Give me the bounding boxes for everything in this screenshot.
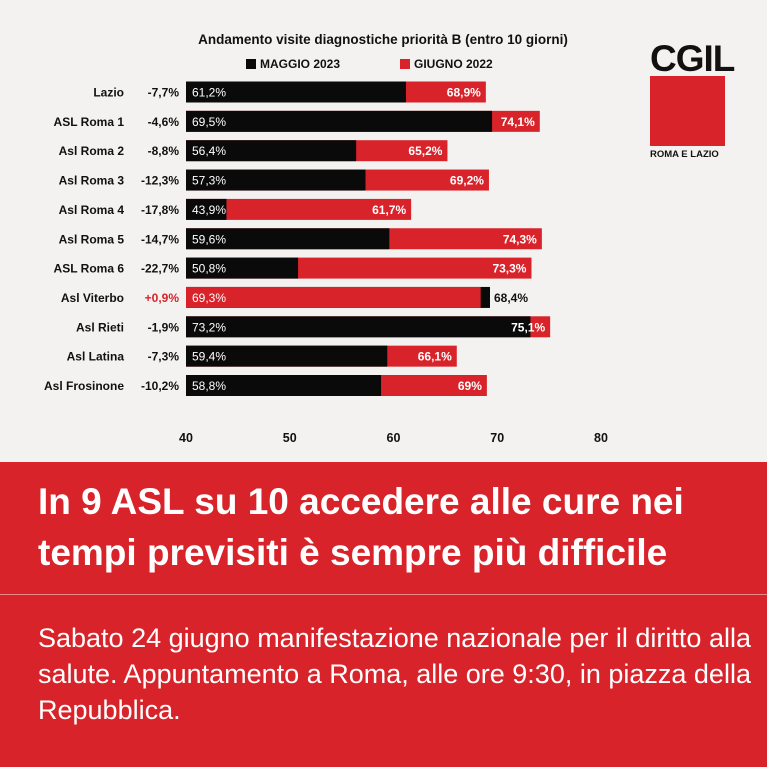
category-label: Asl Frosinone [44,379,124,393]
data-label-maggio-2023: 43,9% [192,203,226,217]
x-axis-ticks: 40 50 60 70 80 [179,431,608,445]
bar-maggio-2023 [186,257,299,279]
change-label: -22,7% [141,262,179,276]
data-label-giugno-2022: 68,4% [494,291,528,305]
data-label-maggio-2023: 59,4% [192,350,226,364]
bar-maggio-2023 [186,198,227,220]
chart: Andamento visite diagnostiche priorità B… [44,32,608,445]
x-tick-label: 70 [490,431,504,445]
bar-maggio-2023 [186,140,357,162]
cgil-logo: CGIL ROMA E LAZIO [650,38,735,160]
data-label-maggio-2023: 50,8% [192,262,226,276]
bar-maggio-2023 [186,110,493,132]
legend: MAGGIO 2023 GIUGNO 2022 [246,57,493,71]
bar-giugno-2022 [186,198,412,220]
logo-red-block [650,76,725,146]
legend-swatch-giugno [400,59,410,69]
x-tick-label: 40 [179,431,193,445]
legend-swatch-maggio [246,59,256,69]
change-label: -7,7% [148,86,180,100]
message-band [0,462,767,767]
change-label: +0,9% [145,291,180,305]
category-label: ASL Roma 1 [54,115,125,129]
change-label: -12,3% [141,174,179,188]
data-label-giugno-2022: 65,2% [408,144,442,158]
change-label: -10,2% [141,379,179,393]
bars-group: Lazio -7,7% 61,2% 68,9% ASL Roma 1 -4,6% 69,5%… [44,81,551,396]
divider [0,594,767,595]
category-label: Asl Rieti [76,320,124,334]
data-label-giugno-2022: 61,7% [372,203,406,217]
change-label: -8,8% [148,144,180,158]
data-label-maggio-2023: 59,6% [192,232,226,246]
logo-subtitle: ROMA E LAZIO [650,149,719,160]
data-label-maggio-2023: 56,4% [192,144,226,158]
category-label: Asl Viterbo [61,291,124,305]
change-label: -1,9% [148,320,180,334]
category-label: Asl Roma 3 [59,174,125,188]
bar-maggio-2023 [186,169,366,191]
data-label-giugno-2022: 68,9% [447,86,481,100]
data-label-maggio-2023: 73,2% [192,320,226,334]
legend-label-maggio: MAGGIO 2023 [260,57,340,71]
data-label-giugno-2022: 73,3% [492,262,526,276]
bar-maggio-2023 [186,375,382,396]
change-label: -17,8% [141,203,179,217]
body-text: Sabato 24 giugno manifestazione nazional… [38,623,751,725]
x-tick-label: 60 [387,431,401,445]
category-label: Lazio [93,86,124,100]
headline: In 9 ASL su 10 accedere alle cure nei te… [38,481,684,573]
logo-wordmark: CGIL [650,38,735,79]
category-label: Asl Roma 2 [59,144,125,158]
category-label: Asl Roma 5 [59,232,125,246]
data-label-maggio-2023: 57,3% [192,174,226,188]
data-label-giugno-2022: 66,1% [418,350,452,364]
data-label-maggio-2023: 61,2% [192,86,226,100]
category-label: ASL Roma 6 [54,262,125,276]
change-label: -4,6% [148,115,180,129]
bar-maggio-2023 [186,316,531,338]
legend-label-giugno: GIUGNO 2022 [414,57,493,71]
data-label-giugno-2022: 69% [458,379,482,393]
x-tick-label: 80 [594,431,608,445]
change-label: -7,3% [148,350,180,364]
bar-giugno-2022 [186,286,481,308]
data-label-giugno-2022: 75,1% [511,320,545,334]
chart-title: Andamento visite diagnostiche priorità B… [198,32,568,47]
bar-maggio-2023 [186,345,388,367]
bar-maggio-2023 [186,228,390,250]
data-label-maggio-2023: 69,3% [192,291,226,305]
bar-maggio-2023 [186,81,406,103]
data-label-giugno-2022: 74,3% [503,232,537,246]
x-tick-label: 50 [283,431,297,445]
data-label-giugno-2022: 74,1% [501,115,535,129]
data-label-maggio-2023: 58,8% [192,379,226,393]
data-label-giugno-2022: 69,2% [450,174,484,188]
data-label-maggio-2023: 69,5% [192,115,226,129]
change-label: -14,7% [141,232,179,246]
category-label: Asl Roma 4 [59,203,125,217]
category-label: Asl Latina [67,350,125,364]
